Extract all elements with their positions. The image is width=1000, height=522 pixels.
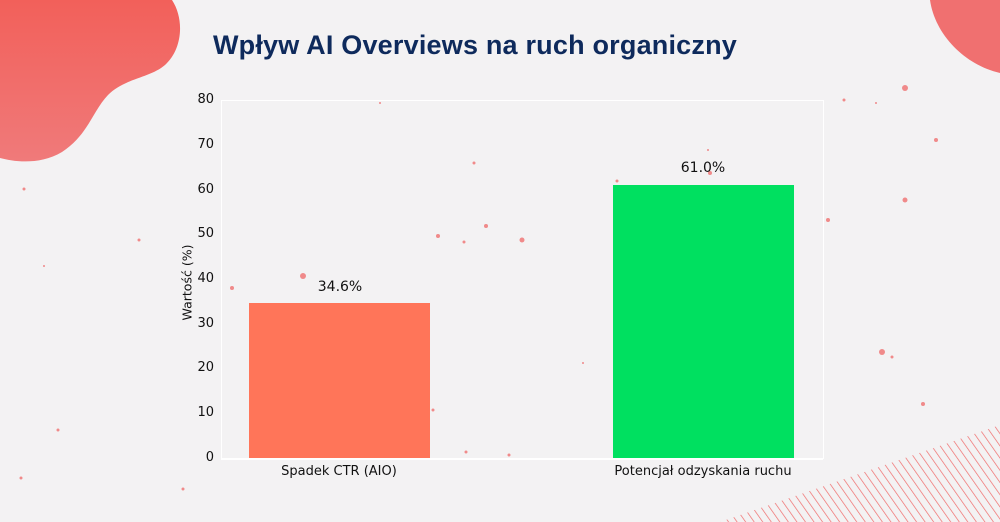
x-axis-line [221,458,823,460]
y-tick-40: 40 [197,271,214,286]
y-tick-80: 80 [197,92,214,107]
bar-value-label-1: 34.6% [317,279,363,295]
x-tick-label-2: Potencjał odzyskania ruchu [614,464,792,479]
decorative-blob-top-right [930,0,1000,73]
y-tick-10: 10 [197,405,214,420]
chart-title: Wpływ AI Overviews na ruch organiczny [212,30,738,60]
bar-spadek-ctr [249,303,430,458]
y-tick-20: 20 [197,360,214,375]
bar-potencjal-odzyskania [613,185,794,458]
x-tick-label-1: Spadek CTR (AIO) [281,464,397,479]
plot-area [221,100,824,459]
y-tick-50: 50 [197,226,214,241]
decorative-blob-top-left [0,0,181,162]
y-tick-60: 60 [197,182,214,197]
y-tick-70: 70 [197,137,214,152]
y-axis-label: Wartość (%) [179,244,195,321]
y-tick-0: 0 [205,450,214,465]
y-tick-30: 30 [197,316,214,331]
bar-value-label-2: 61.0% [680,160,726,176]
